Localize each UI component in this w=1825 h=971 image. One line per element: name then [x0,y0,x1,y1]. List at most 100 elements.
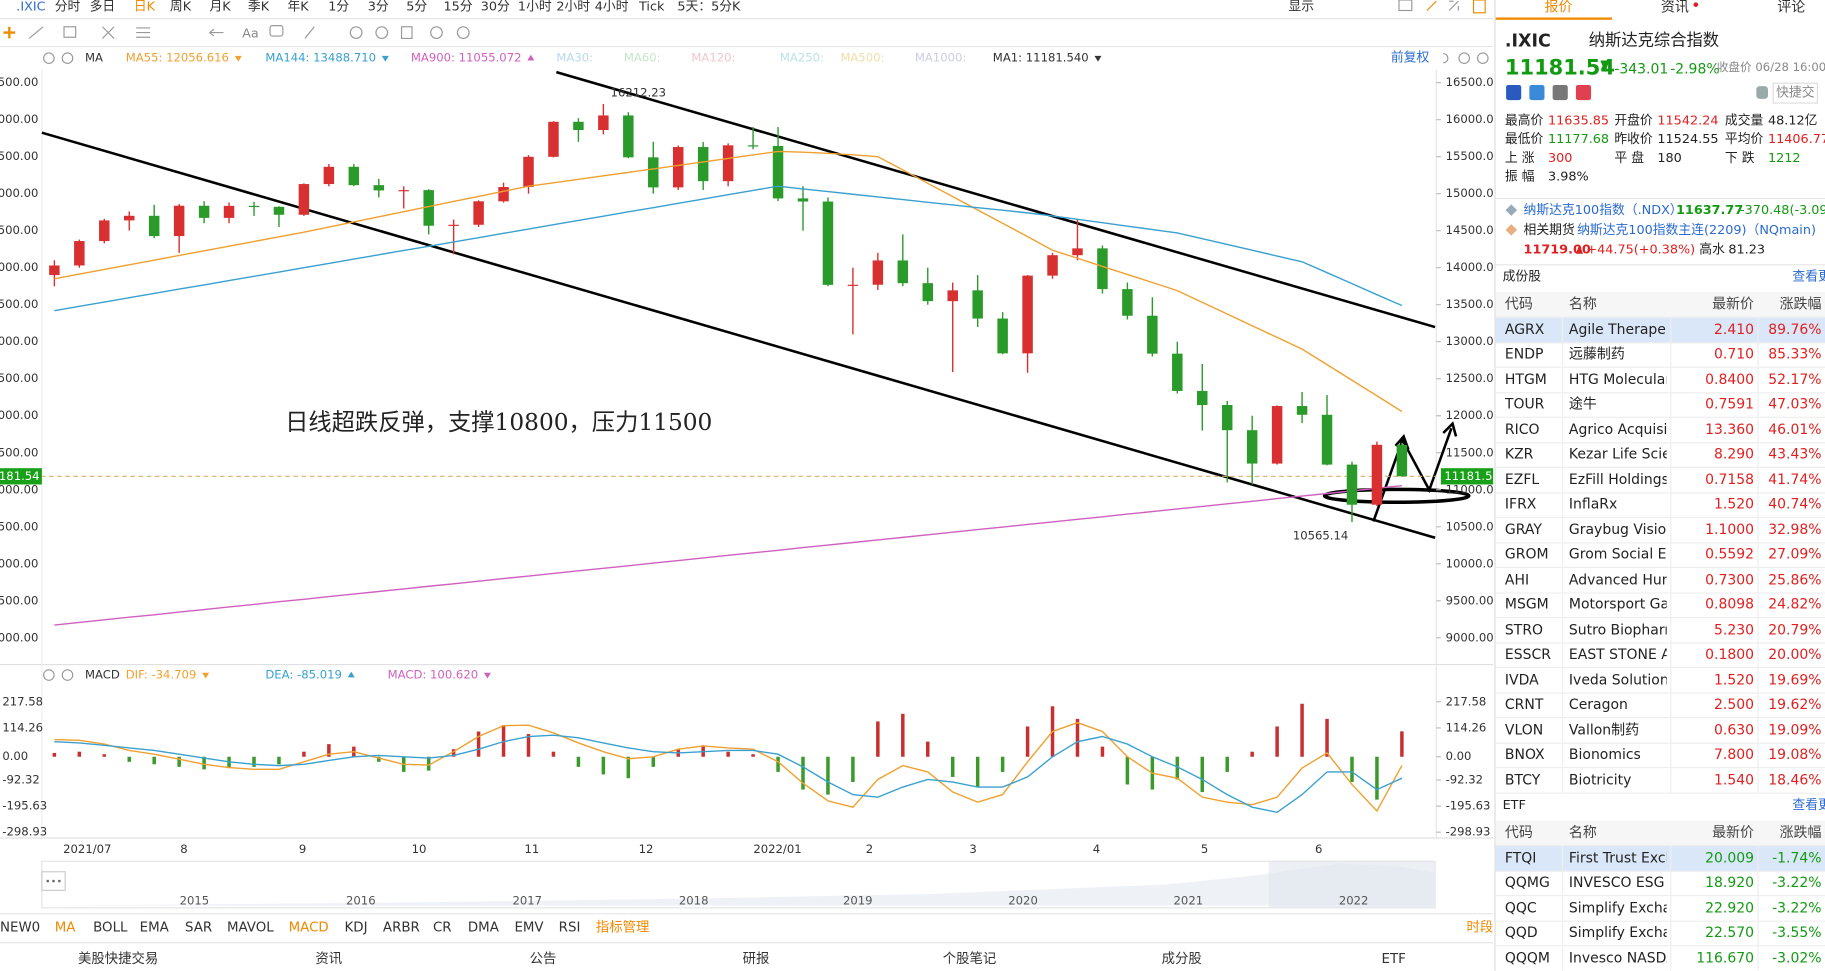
crosshair-tool[interactable] [3,26,16,39]
line-tool[interactable] [28,26,44,39]
indicator-tab[interactable]: ARBR [383,921,420,936]
bottom-nav-tab[interactable]: 成分股 [1162,951,1202,967]
period-tab[interactable]: 月K [210,0,232,14]
period-tab[interactable]: 15分 [443,0,472,14]
period-tab[interactable]: 3分 [368,0,389,14]
link-tool[interactable] [430,26,443,39]
draw-icon[interactable] [1426,0,1437,11]
ndx-name[interactable]: 纳斯达克100指数（.NDX） [1523,202,1683,218]
futures-name[interactable]: 纳斯达克100指数主连(2209)（NQmain) [1577,222,1816,238]
indicator-tab[interactable]: EMA [140,921,170,936]
period-tab[interactable]: 2小时 [556,0,590,14]
table-row[interactable]: AGRX Agile Therape 2.410 89.76% [1495,317,1825,343]
macd-close-icon[interactable] [61,669,74,681]
ma-legend-item[interactable]: MA250: [780,51,824,65]
ma-legend-item[interactable]: MA1000: [915,51,966,65]
period-tab[interactable]: Tick [638,0,665,14]
period-tab[interactable]: 5天：5分K [677,0,741,14]
session-tab[interactable]: 时段 [1467,920,1494,936]
dropdown-caret[interactable] [381,55,389,62]
table-row[interactable]: MSGM Motorsport Ga 0.8098 24.82% [1495,592,1825,619]
indicator-tab[interactable]: MAVOL [227,921,274,936]
period-tab[interactable]: 多日 [90,0,116,14]
table-row[interactable]: QQD Simplify Exchange 22.570 -3.55% [1495,920,1825,947]
table-row[interactable]: QQC Simplify Exchange 22.920 -3.22% [1495,895,1825,922]
period-tab[interactable]: 5分 [406,0,427,14]
symbol-tab[interactable]: .IXIC [16,0,45,14]
table-row[interactable]: STRO Sutro Biopharm 5.230 20.79% [1495,617,1825,644]
table-row[interactable]: VLON Vallon制药 0.630 19.09% [1495,717,1825,744]
camera-icon[interactable] [1398,0,1413,12]
indicator-tab[interactable]: RSI [559,921,581,936]
macd-legend-item[interactable]: DEA: -85.019 [265,668,342,682]
table-row[interactable]: ESSCR EAST STONE A 0.1800 20.00% [1495,642,1825,669]
dropdown-caret[interactable] [234,55,242,62]
table-row[interactable]: IFRX InflaRx 1.520 40.74% [1495,492,1825,518]
table-row[interactable]: GROM Grom Social En 0.5592 27.09% [1495,542,1825,568]
table-row[interactable]: BTCY Biotricity 1.540 18.46% [1495,767,1825,794]
table-row[interactable]: AHI Advanced Hum 0.7300 25.86% [1495,567,1825,594]
ma-legend-item[interactable]: MA900: 11055.072 [411,51,522,65]
period-tab[interactable]: 分时 [55,0,81,14]
period-tab[interactable]: 4小时 [595,0,629,14]
table-row[interactable]: RICO Agrico Acquisit 13.360 46.01% [1495,417,1825,443]
dropdown-caret[interactable] [347,671,355,678]
ma-legend-item[interactable]: MA120: [691,51,735,65]
period-tab[interactable]: 季K [248,0,270,14]
ma-legend-item[interactable]: MA500: [840,51,884,65]
period-tab[interactable]: 年K [287,0,309,14]
hide-tool[interactable] [375,26,389,39]
macd-legend-item[interactable]: MACD: 100.620 [388,668,479,682]
ma-close-icon[interactable] [61,52,74,65]
drawing-tools[interactable] [3,0,1489,681]
more-link[interactable]: 查看更 [1792,268,1825,284]
table-row[interactable]: EZFL EzFill Holdings I 0.7158 41.74% [1495,467,1825,493]
bottom-nav-tab[interactable]: 个股笔记 [943,951,997,967]
ma-settings-icon[interactable] [43,52,55,65]
table-row[interactable]: BNOX Bionomics 7.800 19.08% [1495,742,1825,769]
panel-tab[interactable]: 评论 [1777,0,1806,16]
period-tab[interactable]: 1小时 [518,0,552,14]
dropdown-caret[interactable] [1094,55,1102,62]
ma-legend-item[interactable]: MA144: 13488.710 [265,51,376,65]
table-row[interactable]: ENDP 远藤制药 0.710 85.33% [1495,342,1825,368]
bottom-nav-tab[interactable]: ETF [1382,952,1406,967]
bottom-nav-tab[interactable]: 资讯 [315,951,342,967]
fib-tool[interactable] [102,26,115,39]
zoom-in-icon[interactable] [1476,52,1489,65]
channel-tool[interactable] [136,27,151,38]
order-icon[interactable] [1472,0,1486,14]
adjust-toggle[interactable]: 前复权 [1391,50,1430,66]
table-row[interactable]: HTGM HTG Molecular 0.8400 52.17% [1495,367,1825,393]
indicator-tab[interactable]: SAR [185,921,212,936]
display-menu[interactable]: 显示 [1288,0,1314,14]
macd-legend-item[interactable]: DIF: -34.709 [126,668,197,682]
bottom-nav-tab[interactable]: 公告 [530,951,557,967]
undo-tool[interactable] [209,28,224,37]
bottom-nav-tab[interactable]: 美股快捷交易 [78,950,158,967]
dropdown-caret[interactable] [202,672,210,679]
quick-trade[interactable]: 快捷交 [1772,82,1819,104]
indicator-tab[interactable]: MACD [289,921,329,936]
ma-legend-item[interactable]: MA55: 12056.616 [126,51,229,65]
icon[interactable] [1529,84,1545,101]
table-row[interactable]: TOUR 途牛 0.7591 47.03% [1495,392,1825,418]
table-row[interactable]: CRNT Ceragon 2.500 19.62% [1495,692,1825,719]
font-tool[interactable]: Aa [242,26,259,41]
indicator-tab[interactable]: MA [55,921,77,936]
reset-icon[interactable] [1443,52,1449,64]
dropdown-caret[interactable] [483,672,491,679]
more-link[interactable]: 查看更 [1792,797,1825,813]
indicator-tab[interactable]: 指标管理 [596,920,650,936]
panel-tab[interactable]: 资讯 [1660,0,1689,16]
settings-tool[interactable] [456,26,470,39]
macd-settings-icon[interactable] [43,669,55,681]
table-row[interactable]: GRAY Graybug Vision 1.1000 32.98% [1495,517,1825,543]
note-tool[interactable] [269,25,284,37]
navigator-window[interactable] [1268,861,1436,908]
shape-tool[interactable] [63,26,77,38]
indicator-tab[interactable]: DMA [468,921,500,936]
indicator-tab[interactable]: EMV [514,921,544,936]
dropdown-caret[interactable] [527,54,535,61]
ma-legend-item[interactable]: MA1: 11181.540 [993,51,1089,65]
